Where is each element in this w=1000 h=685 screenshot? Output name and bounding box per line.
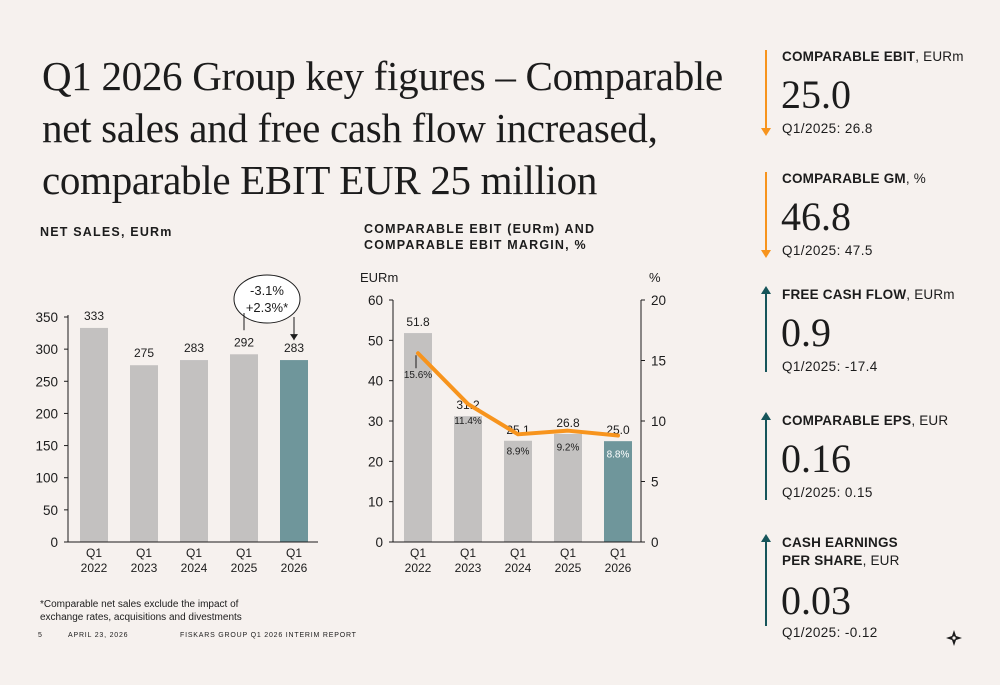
net-sales-chart: 0 50 100 150 200 250 300 350 333 Q1 2022 275 Q1 2023 2… [35,274,318,575]
ebit-data-label: 26.8 [556,416,580,430]
left-y-tick-label: 20 [368,454,383,469]
margin-data-label: 15.6% [404,370,432,381]
ebit-chart-title: COMPARABLE EBIT (EURm) AND COMPARABLE EB… [364,222,596,252]
fiskars-logo-icon [946,630,962,646]
y-tick-label: 0 [50,535,58,550]
ebit-data-label: 51.8 [406,315,430,329]
x-tick-label: Q1 2026 [605,546,632,575]
page-title: Q1 2026 Group key figures – Comparable n… [42,53,723,203]
x-tick-label: Q1 2024 [181,546,208,575]
annotation-bubble [233,274,301,324]
data-label: 275 [134,346,154,360]
margin-data-label: 8.8% [607,450,630,461]
footer-page-number: 5 [38,632,43,639]
left-axis-unit: EURm [360,270,398,285]
kpi-value: 0.9 [781,310,831,355]
kpi-prior: Q1/2025: 47.5 [782,243,873,258]
margin-data-label: 8.9% [507,446,530,457]
kpi-value: 25.0 [781,72,851,117]
right-y-tick-label: 20 [651,293,666,308]
bar [280,360,308,542]
kpi-comparable-ebit: COMPARABLE EBIT, EURm 25.0 Q1/2025: 26.8 [761,48,995,138]
x-tick-label: Q1 2023 [455,546,482,575]
kpi-comparable-gm: COMPARABLE GM, % 46.8 Q1/2025: 47.5 [761,170,995,260]
kpi-prior: Q1/2025: 0.15 [782,485,873,500]
annotation-line-2: +2.3%* [246,300,288,315]
net-sales-chart-title: NET SALES, EURm [40,225,173,239]
y-tick-label: 250 [35,374,58,389]
data-label: 333 [84,309,104,323]
x-tick-label: Q1 2023 [131,546,158,575]
footer-report-name: FISKARS GROUP Q1 2026 INTERIM REPORT [180,632,357,639]
kpi-value: 46.8 [781,194,851,239]
bar [180,360,208,542]
kpi-value: 0.16 [781,436,851,481]
ebit-bar [554,433,582,542]
left-y-tick-label: 60 [368,293,383,308]
up-arrow-icon [765,294,767,372]
right-y-tick-label: 10 [651,414,666,429]
kpi-cash-earnings-per-share: CASH EARNINGS PER SHARE, EUR 0.03 Q1/2025… [761,534,995,644]
bar [130,365,158,542]
right-y-tick-label: 5 [651,475,659,490]
data-label: 292 [234,335,254,349]
down-arrow-icon [765,172,767,250]
data-label: 283 [284,341,304,355]
left-y-tick-label: 30 [368,414,383,429]
ebit-bar [604,441,632,542]
y-tick-label: 350 [35,310,58,325]
kpi-prior: Q1/2025: -17.4 [782,359,878,374]
ebit-bar [454,416,482,542]
arrowhead-up-icon [761,412,771,420]
margin-data-label: 11.4% [454,416,482,427]
kpi-free-cash-flow: FREE CASH FLOW, EURm 0.9 Q1/2025: -17.4 [761,286,995,376]
x-tick-label: Q1 2025 [231,546,258,575]
arrowhead-up-icon [761,286,771,294]
left-y-tick-label: 50 [368,333,383,348]
arrowhead-down-icon [761,250,771,258]
x-tick-label: Q1 2022 [81,546,108,575]
right-y-tick-label: 0 [651,535,659,550]
y-tick-label: 150 [35,439,58,454]
annotation-arrowhead-icon [290,334,298,341]
x-tick-label: Q1 2024 [505,546,532,575]
y-tick-label: 100 [35,471,58,486]
data-label: 283 [184,341,204,355]
ebit-bar [404,333,432,542]
kpi-prior: Q1/2025: 26.8 [782,121,873,136]
kpi-prior: Q1/2025: -0.12 [782,625,878,640]
kpi-comparable-eps: COMPARABLE EPS, EUR 0.16 Q1/2025: 0.15 [761,412,995,502]
margin-line [416,351,620,438]
x-tick-label: Q1 2025 [555,546,582,575]
bar [80,327,108,542]
left-y-tick-label: 10 [368,495,383,510]
ebit-bar [504,440,532,542]
right-axis-unit: % [649,270,661,285]
arrowhead-down-icon [761,128,771,136]
down-arrow-icon [765,50,767,128]
right-y-tick-label: 15 [651,354,666,369]
margin-data-label: 9.2% [557,443,580,454]
up-arrow-icon [765,420,767,500]
y-tick-label: 50 [43,503,58,518]
y-tick-label: 300 [35,342,58,357]
footnote: *Comparable net sales exclude the impact… [40,599,242,623]
annotation-line-1: -3.1% [250,283,284,298]
footer-date: APRIL 23, 2026 [68,632,129,639]
x-tick-label: Q1 2026 [281,546,308,575]
bar [230,354,258,542]
left-y-tick-label: 0 [375,535,383,550]
left-y-tick-label: 40 [368,374,383,389]
arrowhead-up-icon [761,534,771,542]
x-tick-label: Q1 2022 [405,546,432,575]
up-arrow-icon [765,542,767,626]
y-tick-label: 200 [35,406,58,421]
kpi-value: 0.03 [781,578,851,623]
